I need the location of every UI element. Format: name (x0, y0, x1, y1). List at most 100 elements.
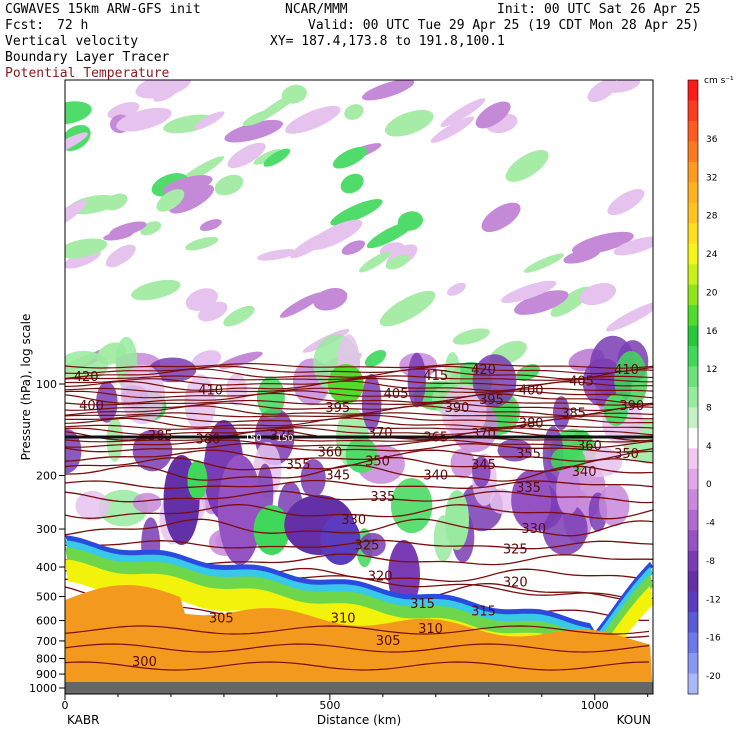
velocity-cell (359, 532, 386, 557)
velocity-cell (587, 80, 617, 103)
velocity-cell (279, 292, 323, 318)
colorbar-swatch (688, 673, 698, 695)
contour-label: 380 (519, 417, 544, 432)
colorbar-tick-label: 24 (706, 250, 718, 260)
velocity-cell (579, 282, 617, 306)
colorbar-swatch (688, 550, 698, 572)
velocity-cell (614, 350, 648, 409)
theta-contour (65, 643, 650, 653)
colorbar-tick-label: 12 (706, 365, 717, 375)
colorbar-swatch (688, 182, 698, 204)
contour-label: 410 (614, 363, 639, 378)
theta-contour (65, 464, 653, 482)
colorbar-tick-label: -20 (706, 672, 721, 682)
velocity-cell (198, 301, 228, 322)
contour-label: 405 (569, 374, 594, 389)
valid-time: Valid: 00 UTC Tue 29 Apr 25 (19 CDT Mon … (308, 18, 700, 33)
colorbar-swatch (688, 509, 698, 531)
velocity-cell (511, 470, 552, 530)
velocity-cell (199, 219, 222, 231)
velocity-cell (340, 173, 364, 194)
tropopause-label: 150 (244, 434, 261, 444)
velocity-cell (223, 305, 255, 327)
tracer-layer-cyan (65, 540, 653, 643)
contour-label: 375 (270, 429, 295, 444)
velocity-cell (361, 373, 382, 431)
y-tick-label: 100 (36, 378, 57, 391)
tropopause-label: 150 (276, 434, 293, 444)
velocity-cell (242, 109, 275, 127)
field-boundary-layer-tracer: Boundary Layer Tracer (5, 50, 170, 65)
x-tick-label: 0 (62, 699, 69, 712)
contour-label: 340 (572, 465, 597, 480)
theta-contour (65, 399, 653, 406)
velocity-cell (226, 373, 248, 406)
contour-label: 330 (521, 522, 546, 537)
contour-label: 400 (519, 383, 544, 398)
theta-contour (65, 490, 653, 504)
velocity-cell (185, 236, 219, 251)
theta-contour (65, 449, 653, 462)
velocity-cell (227, 142, 266, 169)
velocity-cell (104, 193, 128, 211)
colorbar-swatch (688, 305, 698, 327)
y-axis-label: Pressure (hPa), log scale (19, 314, 33, 461)
contour-label: 360 (317, 445, 342, 460)
velocity-cell (320, 515, 361, 565)
theta-contour (65, 439, 653, 449)
contour-label: 335 (370, 490, 395, 505)
velocity-cell (327, 364, 364, 404)
velocity-cell (131, 279, 181, 301)
theta-contour (65, 479, 653, 489)
velocity-cell (332, 146, 368, 169)
ground-strip (65, 682, 653, 694)
contour-label: 340 (423, 469, 448, 484)
contour-label: 355 (286, 458, 311, 473)
velocity-cell (598, 483, 630, 527)
y-tick-label: 300 (36, 523, 57, 536)
y-tick-label: 700 (36, 635, 57, 648)
velocity-cell (475, 101, 511, 129)
plot-frame (64, 79, 654, 695)
theta-contour (65, 392, 653, 405)
contour-label: 390 (445, 401, 470, 416)
velocity-cell (256, 376, 285, 418)
colorbar-swatch (688, 223, 698, 245)
colorbar-swatch (688, 530, 698, 552)
field-potential-temperature: Potential Temperature (5, 66, 170, 81)
velocity-cell (194, 111, 225, 130)
velocity-cell (224, 119, 283, 143)
theta-contour (65, 368, 653, 380)
contour-label: 320 (368, 570, 393, 585)
contour-label: 380 (196, 432, 221, 447)
velocity-cell (489, 488, 514, 514)
colorbar-tick-label: -8 (706, 557, 715, 567)
velocity-cell (452, 328, 490, 345)
theta-contour (65, 503, 653, 520)
colorbar-tick-label: 4 (706, 442, 712, 452)
colorbar-tick-label: 0 (706, 480, 712, 490)
velocity-cell (430, 116, 475, 143)
terrain-fill (65, 585, 653, 694)
y-tick-label: 1000 (29, 682, 57, 695)
velocity-cell (285, 105, 341, 134)
y-tick-label: 500 (36, 590, 57, 603)
velocity-cell (313, 287, 348, 311)
colorbar-tick-label: -16 (706, 634, 721, 644)
x-tick-label: 500 (319, 699, 340, 712)
velocity-cell (361, 80, 415, 101)
contour-label: 365 (423, 431, 448, 446)
org-label: NCAR/MMM (285, 2, 348, 17)
theta-contour (65, 365, 653, 375)
velocity-cell (105, 244, 136, 268)
theta-contour (65, 625, 650, 635)
colorbar-unit: cm s⁻¹ (704, 76, 734, 86)
colorbar-swatch (688, 346, 698, 368)
contour-label: 315 (410, 597, 435, 612)
colorbar-frame (687, 79, 699, 695)
velocity-cell (379, 290, 436, 327)
velocity-cell (169, 184, 215, 214)
colorbar-tick-label: -12 (706, 595, 721, 605)
colorbar-tick-label: 16 (706, 327, 718, 337)
theta-contour (65, 412, 653, 418)
